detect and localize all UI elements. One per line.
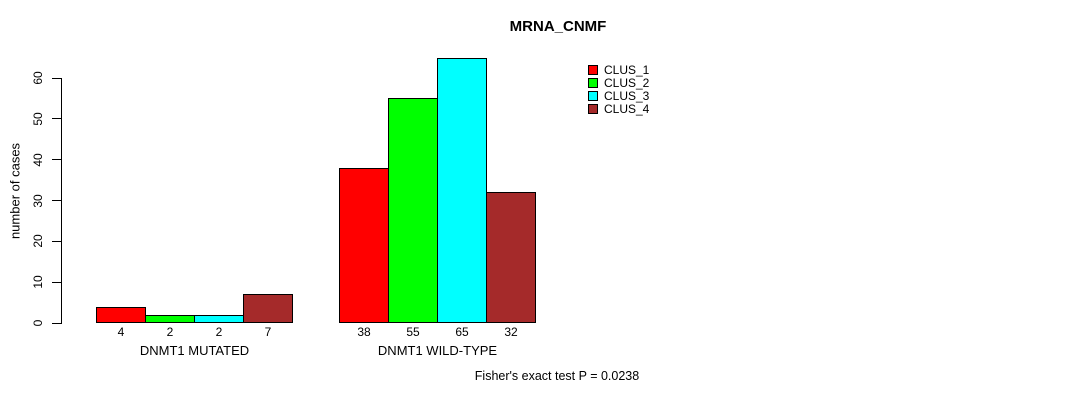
- bar-clus_2-dnmt1-wild-type: [388, 98, 438, 323]
- y-tick-60: [52, 77, 61, 79]
- legend-swatch-clus_4: [588, 104, 598, 114]
- bar-clus_3-dnmt1-wild-type: [437, 57, 487, 323]
- group-label-dnmt1-wild-type: DNMT1 WILD-TYPE: [377, 343, 498, 358]
- value-label-clus_4-dnmt1-mutated: 7: [264, 325, 272, 339]
- legend-swatch-clus_2: [588, 78, 598, 88]
- y-tick-label-40: 40: [31, 152, 45, 167]
- y-tick-label-20: 20: [31, 234, 45, 249]
- chart-title: MRNA_CNMF: [509, 18, 607, 35]
- bar-clus_3-dnmt1-mutated: [194, 314, 244, 323]
- y-tick-label-60: 60: [31, 71, 45, 85]
- y-tick-label-0: 0: [31, 319, 45, 327]
- y-tick-40: [52, 159, 61, 161]
- y-tick-label-50: 50: [31, 112, 45, 126]
- group-label-dnmt1-mutated: DNMT1 MUTATED: [139, 343, 250, 358]
- y-axis-label: number of cases: [7, 142, 23, 240]
- legend-label-clus_4: CLUS_4: [604, 102, 650, 116]
- value-label-clus_4-dnmt1-wild-type: 32: [504, 325, 518, 339]
- value-label-clus_1-dnmt1-wild-type: 38: [357, 325, 371, 339]
- y-tick-50: [52, 118, 61, 120]
- bar-clus_4-dnmt1-mutated: [243, 294, 293, 323]
- legend-swatch-clus_3: [588, 91, 598, 101]
- value-label-clus_2-dnmt1-wild-type: 55: [406, 325, 420, 339]
- bar-clus_2-dnmt1-mutated: [145, 314, 195, 323]
- fisher-test-annotation: Fisher's exact test P = 0.0238: [474, 369, 640, 383]
- legend-swatch-clus_1: [588, 65, 598, 75]
- y-tick-30: [52, 200, 61, 201]
- value-label-clus_3-dnmt1-wild-type: 65: [455, 325, 469, 339]
- bar-clus_4-dnmt1-wild-type: [486, 192, 536, 323]
- legend-label-clus_2: CLUS_2: [604, 76, 650, 90]
- legend-label-clus_1: CLUS_1: [604, 63, 650, 77]
- y-tick-20: [52, 240, 61, 242]
- y-tick-label-10: 10: [31, 275, 45, 289]
- y-axis-line: [61, 78, 62, 324]
- bar-clus_1-dnmt1-wild-type: [339, 167, 389, 323]
- y-tick-10: [52, 281, 61, 283]
- value-label-clus_3-dnmt1-mutated: 2: [215, 325, 223, 339]
- legend-label-clus_3: CLUS_3: [604, 89, 650, 103]
- value-label-clus_1-dnmt1-mutated: 4: [117, 325, 125, 339]
- value-label-clus_2-dnmt1-mutated: 2: [166, 325, 174, 339]
- y-tick-label-30: 30: [31, 193, 45, 208]
- y-tick-0: [52, 322, 61, 324]
- bar-clus_1-dnmt1-mutated: [96, 306, 146, 323]
